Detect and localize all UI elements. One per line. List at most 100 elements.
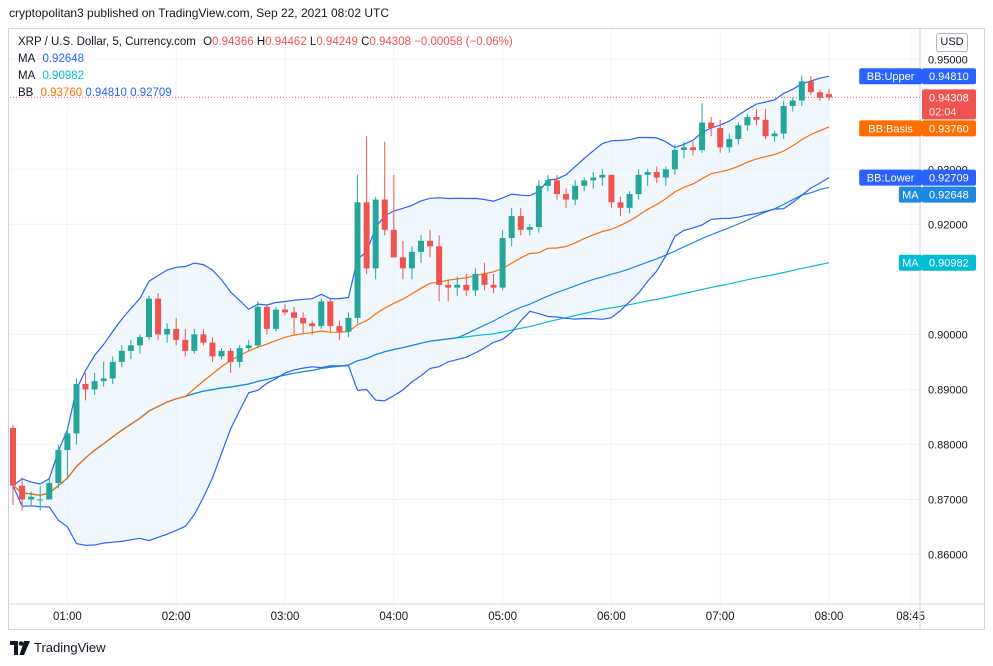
candle xyxy=(390,174,397,258)
candle xyxy=(109,356,116,384)
candle-body xyxy=(590,177,597,181)
legend-bb-row[interactable]: BB 0.93760 0.94810 0.92709 xyxy=(18,85,513,102)
candle-body xyxy=(617,202,624,208)
candle xyxy=(599,169,606,186)
candle xyxy=(771,130,778,142)
candle xyxy=(780,100,787,140)
badge-value-box xyxy=(922,89,976,120)
legend-ma1-row[interactable]: MA 0.92648 xyxy=(18,51,513,68)
candle xyxy=(100,361,107,387)
badge-label-box xyxy=(859,169,922,186)
badge-label: MA xyxy=(902,190,919,202)
candle-body xyxy=(209,342,216,357)
candle-body xyxy=(544,180,551,186)
badge-value: 0.94810 xyxy=(929,71,969,83)
candle-body xyxy=(399,257,406,269)
candle xyxy=(309,320,316,335)
candle-body xyxy=(109,361,116,379)
candle-body xyxy=(744,117,751,126)
price-badge: 0.94308 02:04 xyxy=(922,89,976,120)
badge-label: BB:Basis xyxy=(868,123,913,135)
candle xyxy=(64,427,71,478)
candle xyxy=(381,141,388,236)
badge-value: 0.90982 xyxy=(929,258,969,270)
candle xyxy=(136,334,143,354)
candle-body xyxy=(490,284,497,288)
badge-label: BB:Lower xyxy=(867,173,915,185)
tradingview-footer[interactable]: TradingView xyxy=(10,640,106,655)
candle-body xyxy=(227,350,234,362)
candle-body xyxy=(508,216,515,239)
low-value: 0.94249 xyxy=(316,36,358,48)
candle xyxy=(608,174,615,208)
currency-button[interactable]: USD xyxy=(936,33,968,52)
ma1-label: MA xyxy=(18,53,36,65)
candle xyxy=(544,174,551,192)
candle-body xyxy=(408,251,415,269)
publisher-line: cryptopolitan3 published on TradingView.… xyxy=(9,6,390,20)
candle-body xyxy=(118,350,125,362)
candle-body xyxy=(472,273,479,291)
candle xyxy=(807,75,814,96)
candle-body xyxy=(780,106,787,134)
candle-body xyxy=(82,383,89,390)
close-label: C xyxy=(361,36,370,48)
candle xyxy=(164,323,171,343)
candle xyxy=(708,117,715,137)
candle xyxy=(408,246,415,280)
x-tick-label: 07:00 xyxy=(706,611,735,623)
candle xyxy=(336,320,343,340)
badge-value: 0.92709 xyxy=(929,173,969,185)
candle xyxy=(699,103,706,153)
candle xyxy=(798,75,805,107)
candle xyxy=(272,306,279,332)
candle-body xyxy=(127,345,134,351)
candle-body xyxy=(554,180,560,195)
x-tick-label: 03:00 xyxy=(271,611,300,623)
candle xyxy=(662,166,669,186)
candle-body xyxy=(635,174,642,195)
candle-body xyxy=(381,199,388,230)
candle-body xyxy=(671,150,678,170)
ma2-value: 0.90982 xyxy=(42,70,85,82)
legend-ma2-row[interactable]: MA 0.90982 xyxy=(18,68,513,85)
candle xyxy=(118,345,125,368)
candle xyxy=(46,477,53,500)
candle-body xyxy=(427,240,434,247)
candle-body xyxy=(717,128,724,148)
candle xyxy=(418,235,424,263)
candle-body xyxy=(463,284,470,291)
candle-body xyxy=(245,345,252,349)
candle xyxy=(37,485,44,511)
chart-frame xyxy=(8,28,985,630)
candle xyxy=(127,339,134,360)
candle xyxy=(499,229,506,291)
y-tick-label: 0.88000 xyxy=(928,439,968,451)
candle-body xyxy=(436,246,443,285)
candle-body xyxy=(726,139,733,148)
candle-body xyxy=(10,427,16,486)
bb-lower-line xyxy=(12,177,830,546)
y-tick-label: 0.87000 xyxy=(928,494,968,506)
candle xyxy=(227,348,234,373)
candle-body xyxy=(236,348,243,362)
candle-body xyxy=(300,317,307,324)
candle-body xyxy=(173,328,180,340)
candle xyxy=(146,295,152,340)
candle-body xyxy=(200,334,207,343)
candle-body xyxy=(644,172,651,175)
chart-legend: XRP / U.S. Dollar, 5, Currency.com O 0.94… xyxy=(18,34,513,102)
open-label: O xyxy=(203,36,213,48)
low-label: L xyxy=(309,36,317,48)
x-tick-label: 08:00 xyxy=(815,611,844,623)
symbol-name[interactable]: XRP / U.S. Dollar, 5, Currency.com xyxy=(18,36,196,48)
badge-value-box xyxy=(922,68,976,85)
candle-body xyxy=(254,306,261,346)
candle-body xyxy=(263,306,270,329)
candle xyxy=(155,293,162,340)
candle-body xyxy=(798,81,805,101)
candle xyxy=(363,136,370,274)
candle xyxy=(581,177,588,192)
candle xyxy=(291,306,298,335)
